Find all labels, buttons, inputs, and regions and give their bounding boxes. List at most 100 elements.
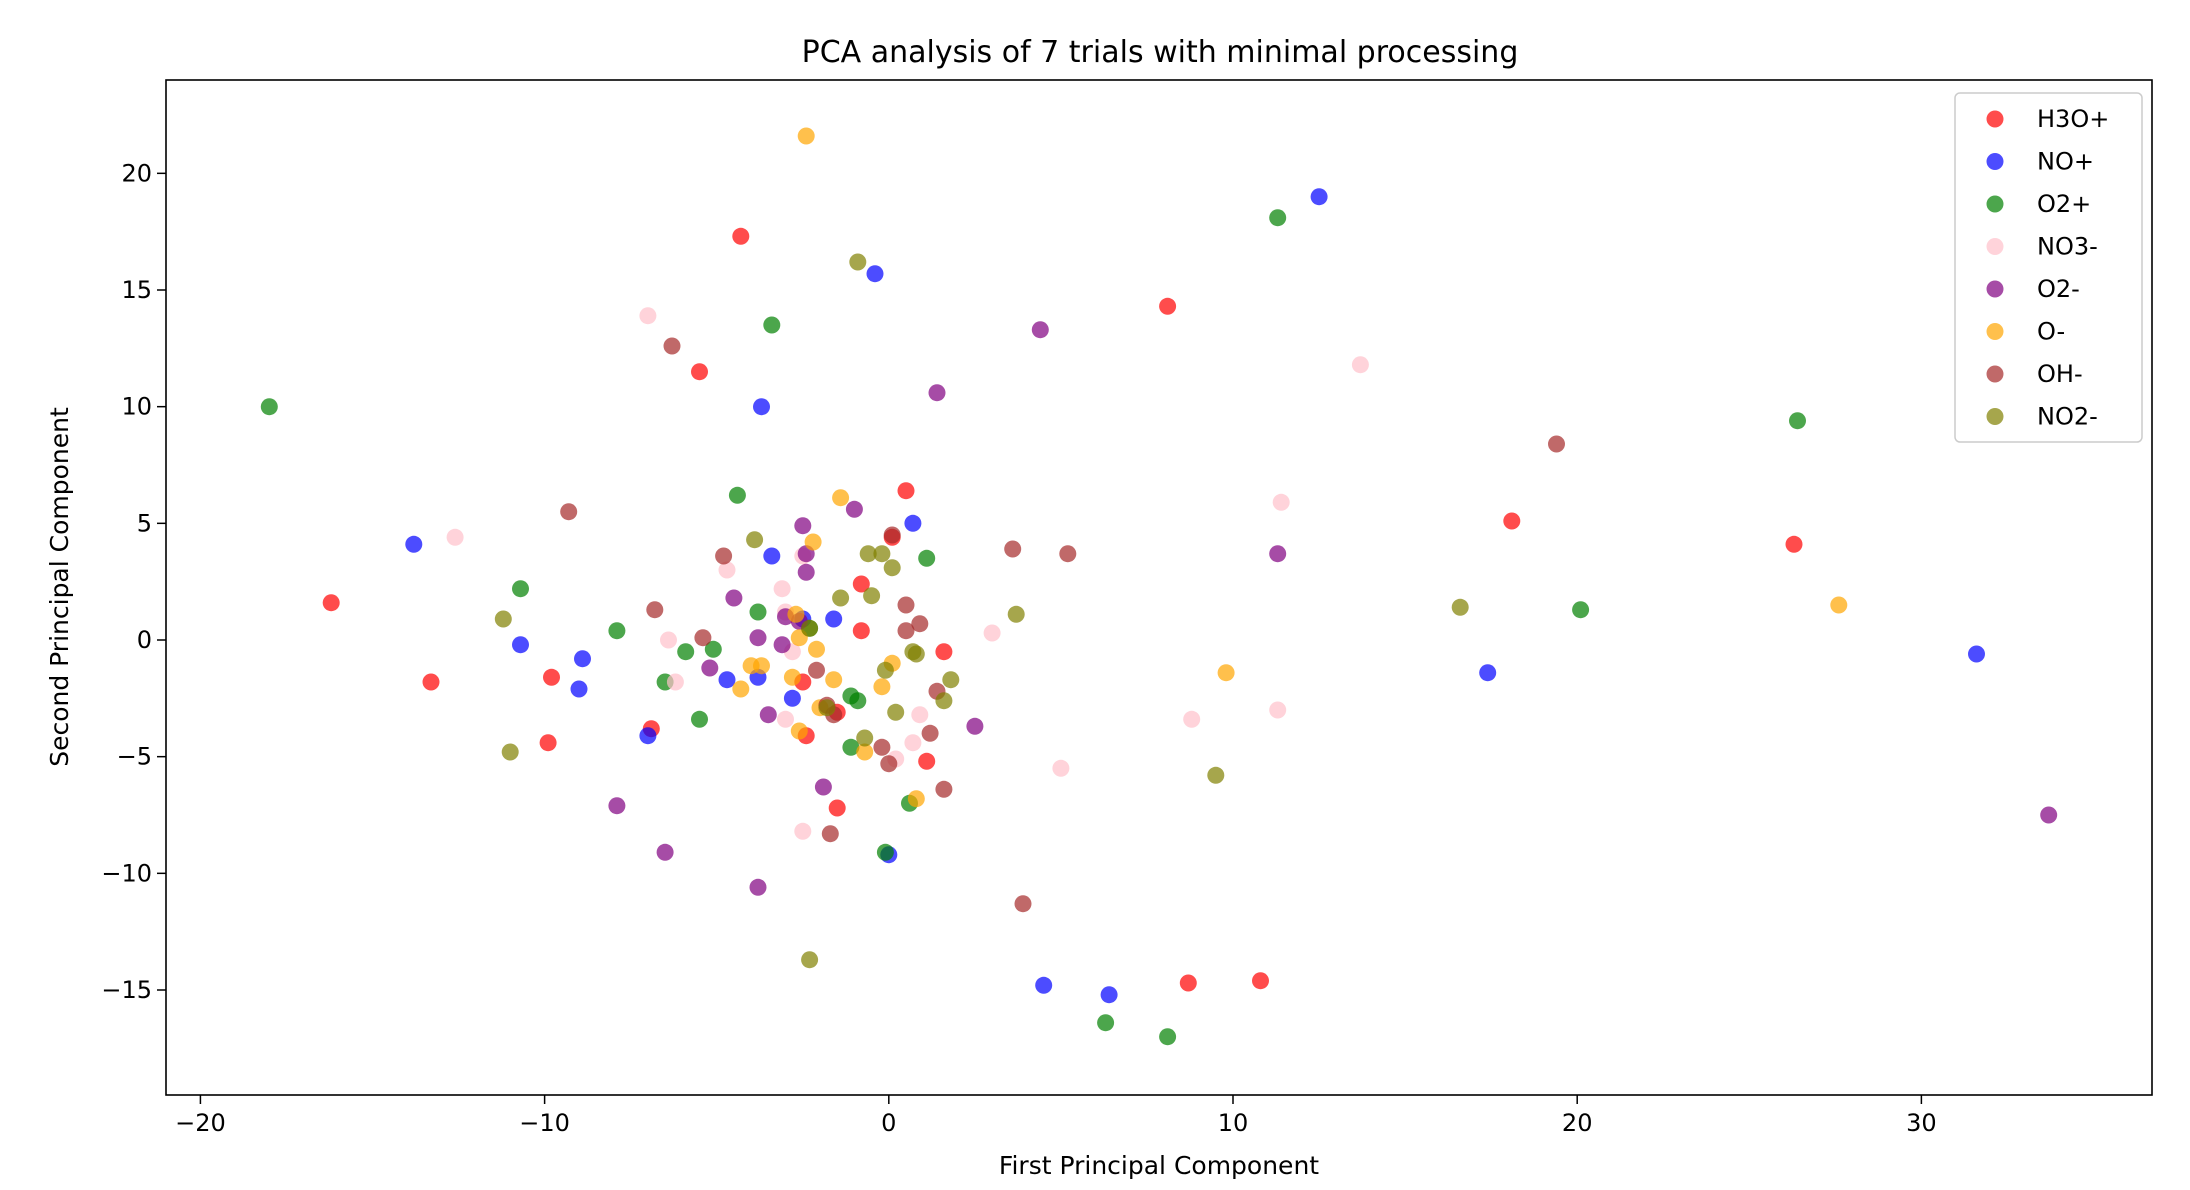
point-h3o-7 <box>539 734 557 752</box>
point-no2-13 <box>942 671 960 689</box>
point-oh-3 <box>646 601 664 619</box>
point-o2-5 <box>512 580 529 598</box>
point-h3o-0 <box>732 227 750 245</box>
point-no-7 <box>639 727 657 745</box>
point-oh-6 <box>1059 545 1077 563</box>
point-no-12 <box>825 610 843 628</box>
point-oh-16 <box>808 661 825 679</box>
y-tick-label: 15 <box>121 276 152 304</box>
legend-label-o2: O2+ <box>2037 190 2091 218</box>
point-h3o-19 <box>1785 535 1803 553</box>
point-no2-2 <box>859 545 877 563</box>
point-o2-16 <box>749 878 767 896</box>
y-tick-label: 0 <box>137 626 152 654</box>
legend-label-no: NO+ <box>2037 148 2094 176</box>
point-o-5 <box>808 640 825 658</box>
legend-marker-no2 <box>1986 408 2004 425</box>
legend-label-no3: NO3- <box>2037 233 2098 261</box>
point-no3-13 <box>983 624 1001 642</box>
legend-marker-h3o <box>1986 110 2004 128</box>
point-h3o-4 <box>322 594 340 612</box>
point-no2-16 <box>856 729 874 747</box>
legend-entries: H3O+ NO+ O2+ NO3- O2- O- OH- NO2- <box>1986 105 2109 431</box>
legend: H3O+ NO+ O2+ NO3- O2- O- OH- NO2- <box>1954 92 2143 443</box>
point-no-0 <box>1310 188 1328 206</box>
point-o2-17 <box>918 549 936 567</box>
legend-label-o2: O2- <box>2037 275 2080 303</box>
point-o2-8 <box>677 643 695 661</box>
point-o2-0 <box>1031 321 1049 339</box>
point-no2-20 <box>1451 598 1469 616</box>
point-oh-9 <box>911 615 929 633</box>
point-o2-18 <box>1097 1014 1115 1032</box>
point-o2-0 <box>260 398 278 416</box>
point-no-11 <box>783 689 801 707</box>
point-no3-1 <box>446 528 464 546</box>
point-o-7 <box>732 680 750 698</box>
x-tick-label: 10 <box>1218 1109 1249 1137</box>
point-h3o-5 <box>422 673 440 691</box>
point-o2-1 <box>928 384 946 402</box>
legend-marker-no3 <box>1986 238 2004 255</box>
point-no3-2 <box>660 631 677 649</box>
plot-frame <box>165 79 2153 1096</box>
point-no-8 <box>718 671 736 689</box>
point-h3o-14 <box>828 799 846 817</box>
point-o-3 <box>787 605 805 623</box>
point-o2-11 <box>749 603 767 621</box>
point-o2-14 <box>608 797 626 815</box>
legend-marker-o2 <box>1986 195 2004 213</box>
point-o2-11 <box>759 706 777 724</box>
x-tick-label: 0 <box>881 1109 896 1137</box>
point-no3-15 <box>1183 710 1201 728</box>
point-o-16 <box>1217 664 1235 682</box>
point-oh-14 <box>873 738 891 756</box>
point-no2-9 <box>501 743 519 761</box>
point-oh-18 <box>821 825 839 843</box>
point-no-3 <box>405 535 423 553</box>
point-o2-20 <box>1572 601 1590 619</box>
point-o2-2 <box>845 500 863 518</box>
point-no3-4 <box>718 561 736 579</box>
point-no2-6 <box>832 589 850 607</box>
point-o-17 <box>1830 596 1848 614</box>
point-no2-10 <box>1007 605 1025 623</box>
legend-label-o: O- <box>2037 318 2065 346</box>
point-no-10 <box>763 547 781 565</box>
point-o-15 <box>907 790 925 808</box>
point-no2-7 <box>801 619 819 637</box>
point-h3o-9 <box>852 575 870 593</box>
point-no-6 <box>570 680 588 698</box>
point-no2-0 <box>849 253 867 271</box>
point-o-13 <box>856 743 874 761</box>
point-no3-5 <box>773 580 791 598</box>
point-h3o-16 <box>1179 974 1197 992</box>
point-h3o-1 <box>691 363 708 381</box>
point-no3-0 <box>639 307 657 325</box>
point-no-18 <box>1968 645 1985 663</box>
point-no2-8 <box>494 610 512 628</box>
point-o2-6 <box>725 589 743 607</box>
point-o2-14 <box>842 738 860 756</box>
point-o2-10 <box>701 659 719 677</box>
point-no2-1 <box>746 531 764 549</box>
point-o2-3 <box>794 517 812 535</box>
legend-box <box>1954 92 2143 443</box>
point-no3-9 <box>794 822 812 840</box>
point-o2-8 <box>749 629 767 647</box>
point-o2-4 <box>728 486 746 504</box>
points-layer <box>260 127 2058 1046</box>
x-axis-label: First Principal Component <box>999 1151 1319 1180</box>
point-o-10 <box>825 671 843 689</box>
point-no-17 <box>1479 664 1497 682</box>
point-no3-16 <box>1269 701 1287 719</box>
point-o-9 <box>783 668 801 686</box>
point-h3o-6 <box>543 668 560 686</box>
y-tick-label: 10 <box>121 393 152 421</box>
point-oh-5 <box>1004 540 1022 558</box>
point-o2-15 <box>656 843 674 861</box>
point-no3-18 <box>1351 356 1369 374</box>
point-oh-15 <box>880 755 898 773</box>
point-no-15 <box>1035 976 1053 994</box>
point-no-16 <box>1100 986 1118 1004</box>
